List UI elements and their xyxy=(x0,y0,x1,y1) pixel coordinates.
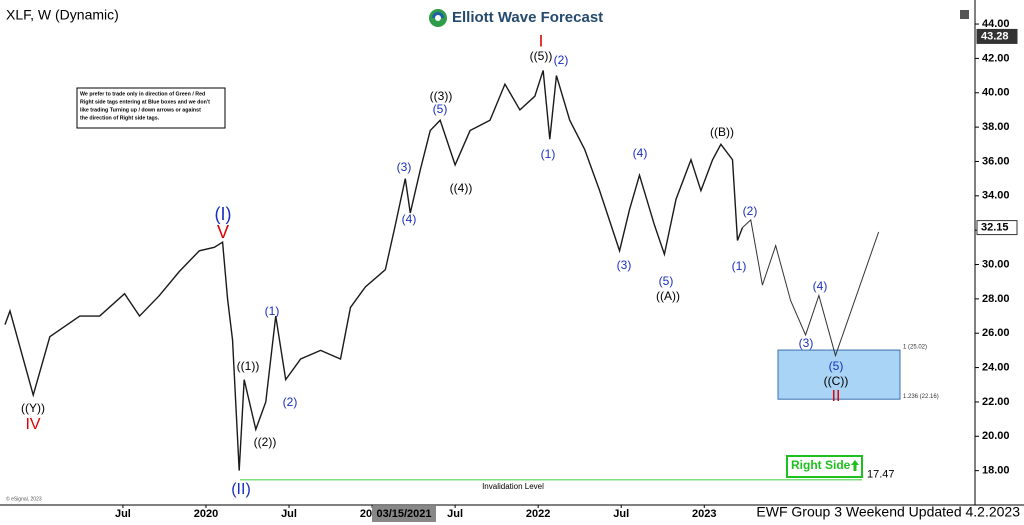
wave-label: (2) xyxy=(743,204,758,218)
wave-label: V xyxy=(217,222,229,242)
note-line: We prefer to trade only in direction of … xyxy=(80,91,205,97)
wave-label: (3) xyxy=(617,258,632,272)
wave-label: (1) xyxy=(541,147,556,161)
wave-label: ((4)) xyxy=(450,181,473,195)
note-box xyxy=(76,87,226,129)
wave-label: (I) xyxy=(215,204,232,224)
price-tag-label: 43.28 xyxy=(981,30,1009,42)
x-tick-label: Jul xyxy=(613,508,629,520)
invalidation-label: Invalidation Level xyxy=(482,482,544,491)
y-tick-label: 42.00 xyxy=(982,52,1010,64)
x-tick-label: 2023 xyxy=(692,508,716,520)
icon xyxy=(960,10,969,19)
note-line: Right side tags entering at Blue boxes a… xyxy=(80,99,210,105)
right-side-label: Right Side xyxy=(791,458,851,472)
footer: EWF Group 3 Weekend Updated 4.2.2023 xyxy=(756,504,1020,520)
zone-label: 1 (25.02) xyxy=(903,345,927,351)
price-tag xyxy=(976,220,1018,236)
wave-label: I xyxy=(539,31,544,50)
note-line: like trading Turning up / down arrows or… xyxy=(80,107,201,113)
wave-label: IV xyxy=(25,416,40,433)
wave-label: ((B)) xyxy=(710,125,734,139)
x-tick-label: Jul xyxy=(115,508,131,520)
wave-label: (2) xyxy=(283,395,298,409)
x-tick-label: Jul xyxy=(447,508,463,520)
zone-label: 1.236 (22.16) xyxy=(903,394,939,400)
y-tick-label: 36.00 xyxy=(982,155,1010,167)
wave-label: (3) xyxy=(799,336,814,350)
wave-label: (5) xyxy=(829,359,844,373)
wave-label: (1) xyxy=(732,259,747,273)
wave-label: (4) xyxy=(813,279,828,293)
wave-label: ((C)) xyxy=(824,374,849,388)
chart-title: XLF, W (Dynamic) xyxy=(6,7,119,23)
price-tag-label: 32.15 xyxy=(981,221,1009,233)
wave-label: (3) xyxy=(397,160,412,174)
y-tick-label: 40.00 xyxy=(982,87,1010,99)
y-tick-label: 20.00 xyxy=(982,430,1010,442)
logo: Elliott Wave Forecast xyxy=(429,9,603,27)
note-line: the direction of Right side tags. xyxy=(80,115,160,121)
wave-label: (5) xyxy=(659,274,674,288)
x-tick-label: Jul xyxy=(281,508,297,520)
price-tag xyxy=(976,28,1018,44)
wave-label: ((1)) xyxy=(237,359,260,373)
wave-label: ((Y)) xyxy=(21,401,45,415)
wave-label: ((3)) xyxy=(430,89,453,103)
right-side-tag xyxy=(786,455,863,478)
wave-label: ((2)) xyxy=(254,435,277,449)
copyright: © eSignal, 2023 xyxy=(6,495,42,502)
wave-label: (4) xyxy=(633,146,648,160)
price-line xyxy=(4,70,744,471)
wave-label: (1) xyxy=(265,304,280,318)
wave-label: II xyxy=(832,388,841,405)
arrow-icon xyxy=(851,460,859,471)
y-tick-label: 26.00 xyxy=(982,327,1010,339)
x-tick-label: 2020 xyxy=(194,508,218,520)
wave-label: ((A)) xyxy=(656,289,680,303)
wave-label: (4) xyxy=(402,212,417,226)
y-tick-label: 44.00 xyxy=(982,18,1010,30)
crosshair-label: 03/15/2021 xyxy=(376,508,431,520)
wave-label: (II) xyxy=(231,481,251,498)
y-tick-label: 22.00 xyxy=(982,396,1010,408)
target-zone xyxy=(777,349,901,400)
brand: Elliott Wave Forecast xyxy=(452,9,603,26)
price-line xyxy=(742,218,880,358)
crosshair-box xyxy=(372,506,436,522)
invalidation-value: 17.47 xyxy=(867,469,895,481)
wave-label: (5) xyxy=(433,102,448,116)
y-tick-label: 30.00 xyxy=(982,258,1010,270)
y-tick-label: 28.00 xyxy=(982,293,1010,305)
y-tick-label: 38.00 xyxy=(982,121,1010,133)
y-tick-label: 34.00 xyxy=(982,190,1010,202)
x-tick-label: 2022 xyxy=(526,508,550,520)
y-tick-label: 24.00 xyxy=(982,361,1010,373)
wave-label: ((5)) xyxy=(530,49,553,63)
wave-label: (2) xyxy=(554,53,569,67)
y-tick-label: 18.00 xyxy=(982,465,1010,477)
